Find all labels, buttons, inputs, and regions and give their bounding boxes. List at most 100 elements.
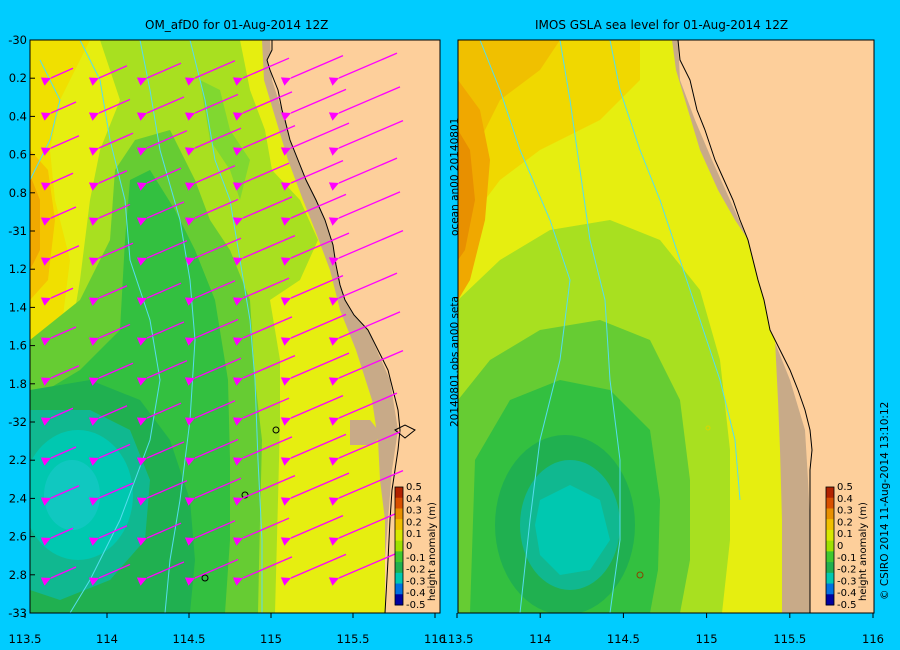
current-arrow: [88, 405, 128, 426]
colorbar-swatch: [826, 519, 834, 531]
colorbar-swatch: [826, 508, 834, 520]
current-arrow: [328, 191, 401, 226]
current-arrow: [88, 203, 131, 226]
colorbar-tick-label: 0.3: [406, 506, 422, 517]
current-arrow: [328, 551, 401, 586]
x-tick-label: 114: [529, 632, 551, 646]
station-marker: [614, 619, 620, 625]
colorbar-tick-label: 0.5: [837, 482, 853, 493]
current-arrow: [136, 321, 185, 346]
y-tick-label: 0.2: [9, 71, 27, 85]
current-arrow: [88, 98, 131, 121]
colorbar-swatch: [395, 497, 403, 509]
colorbar-swatch: [826, 551, 834, 563]
current-arrow: [184, 558, 239, 586]
colorbar-tick-label: 0: [837, 541, 843, 552]
current-arrow: [280, 515, 344, 546]
coastline: [677, 40, 874, 613]
colorbar-frame: [825, 486, 835, 606]
colorbar-swatch: [395, 562, 403, 574]
bathy-contour-3: [609, 40, 741, 501]
left-map-title: OM_afD0 for 01-Aug-2014 12Z: [145, 18, 329, 32]
colorbar-tick-label: 0: [406, 541, 412, 552]
y-tick-label: -32: [8, 415, 27, 429]
station-marker: [636, 571, 644, 579]
bathy-contour-2: [69, 40, 161, 613]
left-x-axis: 113.5 114 114.5 115 115.5 116: [9, 613, 446, 646]
x-tick-label: 116: [424, 632, 446, 646]
current-arrow: [280, 55, 344, 86]
x-tick-label: 114.5: [607, 632, 640, 646]
current-arrow: [136, 360, 188, 386]
current-arrow: [136, 480, 188, 506]
current-arrow: [328, 470, 404, 506]
current-arrow: [40, 326, 77, 346]
station-marker: [705, 425, 711, 431]
current-arrow: [328, 512, 398, 546]
left-y-axis: -30 0.2 0.4 0.6 0.8 -31 1.2 1.4 1.6 1.8 -32 2.2 2.4 2…: [8, 33, 35, 620]
colorbar-label: height anomaly (m): [427, 502, 438, 601]
colorbar-swatch: [826, 572, 834, 585]
current-arrow: [40, 446, 77, 466]
colorbar-tick-label: -0.4: [837, 588, 857, 599]
y-tick-label: 2.6: [9, 530, 27, 544]
inlet: [778, 280, 805, 300]
current-arrow: [136, 441, 185, 466]
current-arrow: [136, 130, 188, 156]
contour-pos-04: [458, 130, 475, 260]
colorbar-tick-label: 0.5: [406, 482, 422, 493]
colorbar-swatch: [395, 551, 403, 563]
colorbar-swatch: [395, 594, 403, 606]
colorbar-tick-label: -0.5: [837, 600, 857, 611]
current-arrow: [328, 431, 401, 466]
current-arrow: [280, 313, 347, 346]
bathy-contour-2: [559, 40, 621, 613]
current-arrow: [232, 235, 296, 266]
colorbar-right: 0.50.40.30.20.10-0.1-0.2-0.3-0.4-0.5heig…: [825, 482, 869, 611]
colorbar-swatch: [826, 529, 834, 542]
current-arrow: [88, 242, 134, 266]
colorbar-tick-label: -0.3: [837, 576, 857, 587]
current-arrow: [328, 86, 401, 121]
colorbar-tick-label: -0.2: [837, 565, 857, 576]
bathy-contour-1: [30, 59, 61, 181]
current-arrow: [184, 237, 242, 266]
run-info-top: ocean an00 20140801: [449, 117, 461, 236]
current-arrow: [184, 400, 236, 426]
y-tick-label: 0.8: [9, 186, 27, 200]
current-arrow: [184, 477, 242, 506]
current-arrow: [88, 563, 131, 586]
right-map: [458, 40, 874, 625]
current-arrow: [280, 433, 347, 466]
current-arrow: [280, 160, 344, 191]
station-marker: [201, 574, 209, 582]
current-arrow: [232, 556, 293, 586]
current-arrow: [280, 193, 347, 226]
colorbar-tick-label: -0.5: [406, 600, 426, 611]
contour-pos-02: [458, 40, 560, 200]
colorbar-tick-label: 0.4: [406, 494, 422, 505]
current-arrow: [232, 162, 290, 191]
x-tick-label: 115.5: [773, 632, 806, 646]
current-arrow: [328, 350, 404, 386]
current-arrow: [280, 275, 344, 306]
current-arrow: [280, 122, 350, 156]
colorbar-tick-label: -0.3: [406, 576, 426, 587]
colorbar-frame: [394, 486, 404, 606]
current-arrow: [232, 397, 290, 426]
current-arrow: [136, 282, 182, 306]
colorbar-swatch: [395, 529, 403, 542]
current-arrow: [40, 67, 74, 86]
current-arrow: [88, 285, 128, 306]
current-arrow: [328, 120, 404, 156]
current-arrow: [232, 475, 296, 506]
current-arrow: [136, 522, 182, 546]
y-tick-label: 1.4: [9, 300, 27, 314]
current-arrow: [328, 230, 404, 266]
current-arrow: [280, 352, 350, 386]
right-x-axis: 113.5 114 114.5 115 115.5 116: [441, 613, 884, 646]
current-arrow: [88, 323, 131, 346]
bathy-contour-3: [139, 40, 196, 613]
current-arrow: [88, 443, 131, 466]
colorbar-swatch: [826, 594, 834, 606]
